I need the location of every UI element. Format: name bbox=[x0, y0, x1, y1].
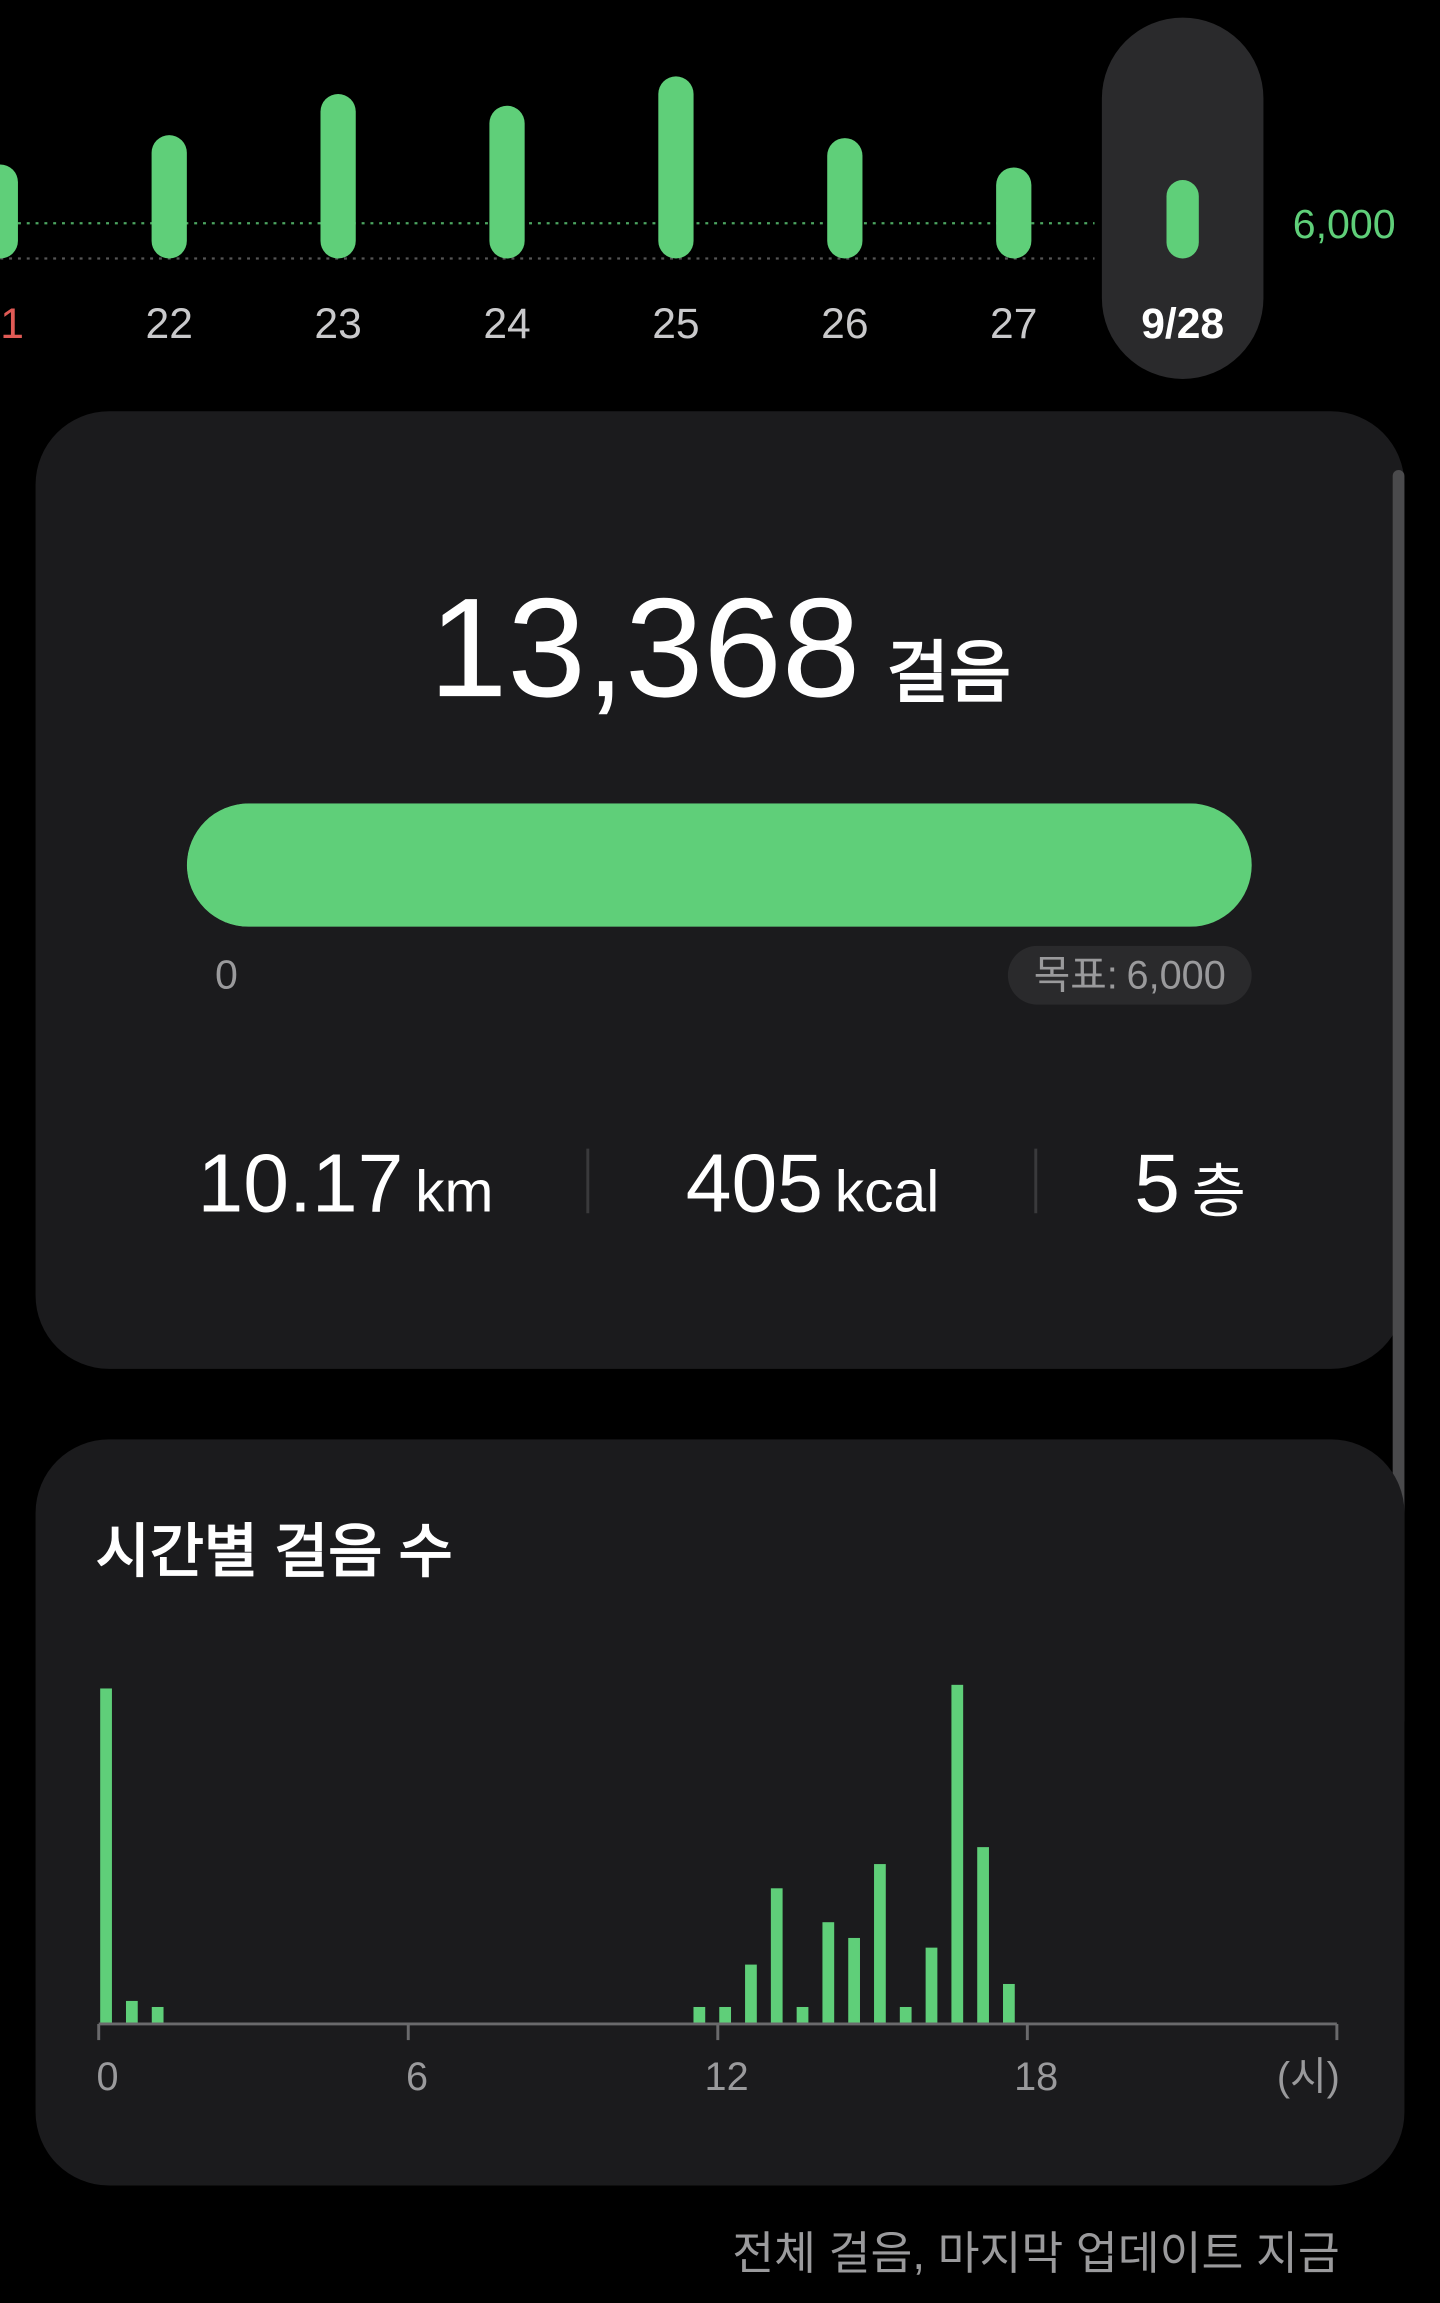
hour-bar bbox=[977, 1847, 989, 2024]
day-bar bbox=[996, 167, 1032, 259]
stat: 10.17 km bbox=[198, 1139, 494, 1230]
stat-value: 405 bbox=[686, 1139, 823, 1230]
footer: 전체 걸음, 마지막 업데이트 지금 bbox=[732, 2228, 1340, 2279]
goal-value: 6,000 bbox=[1127, 953, 1226, 997]
hour-bar bbox=[822, 1922, 835, 2024]
progress bbox=[186, 803, 1252, 927]
goal-chip bbox=[1007, 945, 1252, 1005]
x-tick-label: (시) bbox=[1277, 2055, 1340, 2099]
hourly-card bbox=[35, 1439, 1405, 2186]
day-bar bbox=[320, 94, 356, 259]
day-bar bbox=[827, 138, 863, 259]
x-tick-label: 0 bbox=[97, 2055, 119, 2099]
scrollbar bbox=[1392, 470, 1405, 1726]
hour-bar bbox=[125, 2000, 138, 2024]
stat-value: 5 bbox=[1134, 1139, 1180, 1230]
goal-line-label: 6,000 bbox=[1293, 201, 1396, 247]
hourly-title: 시간별 걸음 수 bbox=[96, 1520, 453, 1585]
x-tick-label: 18 bbox=[1014, 2055, 1058, 2099]
day-bar bbox=[0, 164, 18, 259]
hour-bar bbox=[1003, 1983, 1015, 2024]
hour-bar bbox=[951, 1684, 964, 2024]
day-label: 23 bbox=[314, 300, 361, 348]
progress-fill bbox=[186, 803, 1252, 927]
hour-bar bbox=[874, 1864, 886, 2024]
hour-bar bbox=[719, 2006, 732, 2024]
hour-bar bbox=[100, 1688, 112, 2024]
hour-bar bbox=[796, 2006, 809, 2024]
hour-bar bbox=[151, 2006, 164, 2024]
day-label: 27 bbox=[990, 300, 1037, 348]
hour-bar bbox=[899, 2006, 912, 2024]
x-tick-label: 6 bbox=[406, 2055, 428, 2099]
day-label: 9/28 bbox=[1141, 300, 1224, 348]
stat-unit: 층 bbox=[1192, 1160, 1246, 1225]
hour-bar bbox=[693, 2006, 706, 2024]
stats: 10.17 km 405 kcal 5 층 bbox=[198, 1139, 1246, 1230]
goal-prefix: 목표: bbox=[1034, 953, 1118, 997]
day-bar bbox=[1166, 179, 1199, 259]
day-label: 24 bbox=[483, 300, 530, 348]
daily-chart: 6,000 21 22 23 24 25 26 27 9/28 bbox=[0, 17, 1396, 379]
day-label: 22 bbox=[146, 300, 193, 348]
steps-unit: 걸음 bbox=[887, 636, 1011, 711]
day-label: 26 bbox=[821, 300, 868, 348]
steps-total: 13,368 걸음 bbox=[429, 568, 1011, 726]
day-label: 21 bbox=[0, 300, 24, 348]
hour-bar bbox=[925, 1947, 938, 2024]
progress-start: 0 bbox=[215, 951, 238, 997]
goal-label: 목표: 6,000 bbox=[1034, 953, 1226, 997]
hour-bar bbox=[848, 1937, 860, 2024]
day-bar bbox=[151, 135, 187, 259]
hour-bar bbox=[770, 1888, 783, 2024]
stat-unit: kcal bbox=[835, 1160, 939, 1225]
day-bar bbox=[489, 105, 525, 259]
day-label: 25 bbox=[652, 300, 699, 348]
stat: 405 kcal bbox=[686, 1139, 939, 1230]
stat-value: 10.17 bbox=[198, 1139, 404, 1230]
hourly-chart: 0 6 12 18 (시) bbox=[97, 1684, 1340, 2099]
steps-number: 13,368 bbox=[429, 568, 860, 726]
hour-bar bbox=[745, 1964, 757, 2024]
stat-unit: km bbox=[415, 1160, 493, 1225]
day-bar bbox=[658, 76, 694, 259]
x-tick-label: 12 bbox=[705, 2055, 749, 2099]
